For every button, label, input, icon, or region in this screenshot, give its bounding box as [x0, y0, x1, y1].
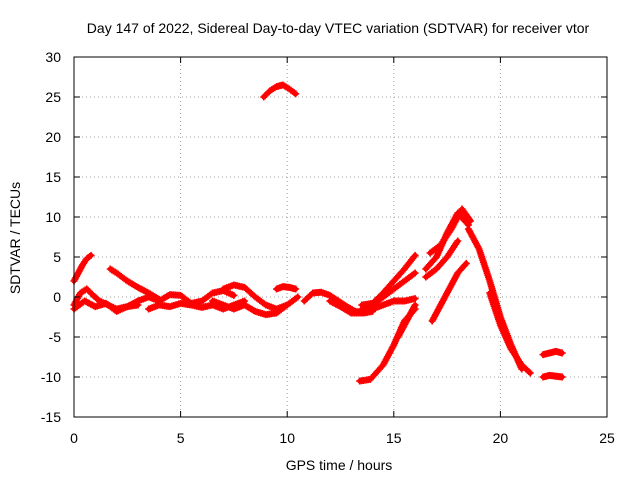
- axis-ticks: 0 5 10 15 20 25 30 25 20 15 10 5 0 -5 -10 -15: [41, 49, 615, 446]
- data-series-arc-16: [394, 301, 419, 341]
- series-markers: [394, 301, 419, 341]
- y-tick-label: -5: [49, 329, 62, 345]
- series-markers: [426, 205, 475, 257]
- series-markers: [260, 81, 300, 101]
- y-tick-label: 25: [45, 89, 61, 105]
- x-tick-label: 5: [177, 430, 185, 446]
- y-tick-label: 10: [45, 209, 61, 225]
- data-series-arc-1: [70, 251, 95, 285]
- data-series-arc-19: [422, 237, 462, 281]
- data-series-arc-22: [486, 289, 534, 377]
- y-tick-label: 15: [45, 169, 61, 185]
- x-axis-label: GPS time / hours: [286, 457, 393, 473]
- data-series-arc-23: [539, 347, 566, 359]
- data-series-arc-9: [273, 283, 300, 293]
- data-series-arc-3: [70, 297, 142, 315]
- y-tick-label: -15: [41, 409, 61, 425]
- chart-title: Day 147 of 2022, Sidereal Day-to-day VTE…: [87, 20, 590, 36]
- series-markers: [273, 283, 300, 293]
- y-axis-label: SDTVAR / TECUs: [7, 182, 23, 294]
- y-tick-label: 5: [53, 249, 61, 265]
- series-markers: [209, 293, 302, 319]
- series-markers: [486, 289, 534, 377]
- x-tick-label: 25: [599, 430, 615, 446]
- grid: [74, 57, 607, 417]
- series-markers: [422, 237, 462, 281]
- data-series-arc-24: [539, 371, 566, 381]
- x-tick-label: 10: [279, 430, 295, 446]
- data-series-arc-18: [426, 205, 475, 257]
- y-tick-label: 20: [45, 129, 61, 145]
- y-tick-label: -10: [41, 369, 61, 385]
- data-series-arc-4: [106, 265, 163, 303]
- data-series-arc-10: [260, 81, 300, 101]
- y-tick-label: 0: [53, 289, 61, 305]
- data-series-arc-20: [428, 259, 470, 325]
- data-series-arc-12: [326, 295, 419, 317]
- series-group: [70, 81, 566, 385]
- data-series-arc-14: [358, 269, 419, 313]
- x-tick-label: 0: [70, 430, 78, 446]
- y-tick-label: 30: [45, 49, 61, 65]
- data-series-arc-7: [219, 281, 291, 313]
- series-markers: [70, 297, 142, 315]
- series-markers: [145, 297, 249, 313]
- data-series-arc-8: [209, 293, 302, 319]
- x-tick-label: 20: [493, 430, 509, 446]
- plot-frame: [73, 56, 608, 418]
- series-markers: [326, 295, 419, 317]
- x-tick-label: 15: [386, 430, 402, 446]
- series-markers: [428, 259, 470, 325]
- series-markers: [358, 269, 419, 313]
- series-markers: [539, 371, 566, 381]
- series-markers: [539, 347, 566, 359]
